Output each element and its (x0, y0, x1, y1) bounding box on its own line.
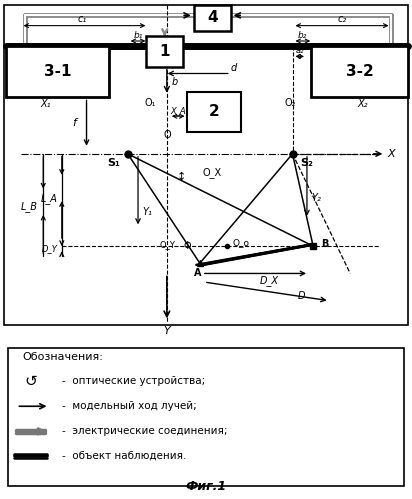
Text: O_X: O_X (203, 167, 222, 178)
Bar (6, 46, 109, 97)
Text: O₁: O₁ (145, 97, 156, 108)
Text: -  оптические устройства;: - оптические устройства; (62, 376, 205, 386)
Bar (187, 92, 241, 132)
Text: Обозначения:: Обозначения: (23, 352, 103, 362)
Text: -  объект наблюдения.: - объект наблюдения. (62, 451, 186, 461)
Text: c₂: c₂ (337, 14, 346, 24)
Bar (8, 348, 404, 487)
Text: a₂: a₂ (296, 46, 304, 55)
Text: L_B: L_B (21, 201, 38, 212)
Text: -  модельный ход лучей;: - модельный ход лучей; (62, 401, 197, 411)
Bar (194, 5, 231, 31)
Text: 3-1: 3-1 (44, 64, 71, 79)
Text: 2: 2 (209, 104, 220, 119)
Text: Y₁: Y₁ (143, 207, 152, 217)
Text: D: D (298, 291, 306, 301)
Text: 3-2: 3-2 (346, 64, 373, 79)
Text: d: d (231, 63, 237, 73)
Text: Фиг.1: Фиг.1 (185, 480, 227, 493)
Text: c₁: c₁ (78, 14, 87, 24)
Text: b₂: b₂ (298, 31, 307, 40)
Text: S₁: S₁ (108, 158, 120, 168)
Text: X₂: X₂ (357, 99, 368, 109)
Text: f: f (72, 118, 76, 128)
Text: ↕: ↕ (177, 172, 186, 182)
Text: b: b (172, 77, 178, 87)
Text: b₁: b₁ (133, 31, 143, 40)
Bar (311, 46, 408, 97)
Text: S₂: S₂ (300, 158, 313, 168)
Text: a₁: a₁ (154, 46, 163, 55)
Text: D_X: D_X (259, 275, 279, 286)
Text: Y₂: Y₂ (311, 193, 321, 203)
Text: Φ: Φ (183, 241, 191, 251)
Text: X: X (388, 149, 395, 159)
Text: 4: 4 (207, 10, 218, 25)
Text: O_o: O_o (233, 238, 250, 247)
Text: X_A: X_A (170, 106, 186, 115)
Text: X_B: X_B (195, 106, 211, 115)
Text: A: A (194, 268, 201, 278)
Text: O_Y: O_Y (159, 240, 175, 249)
Text: O₂: O₂ (285, 97, 296, 108)
Bar (146, 36, 183, 67)
Text: Y: Y (164, 326, 170, 336)
Text: 1: 1 (159, 44, 170, 59)
Text: X₁: X₁ (40, 99, 51, 109)
Text: L_A: L_A (41, 193, 58, 204)
Text: B: B (321, 240, 329, 250)
Text: ↺: ↺ (25, 374, 37, 389)
Text: O: O (163, 130, 171, 140)
Text: D_Y: D_Y (42, 244, 57, 253)
Text: -  электрические соединения;: - электрические соединения; (62, 427, 227, 437)
